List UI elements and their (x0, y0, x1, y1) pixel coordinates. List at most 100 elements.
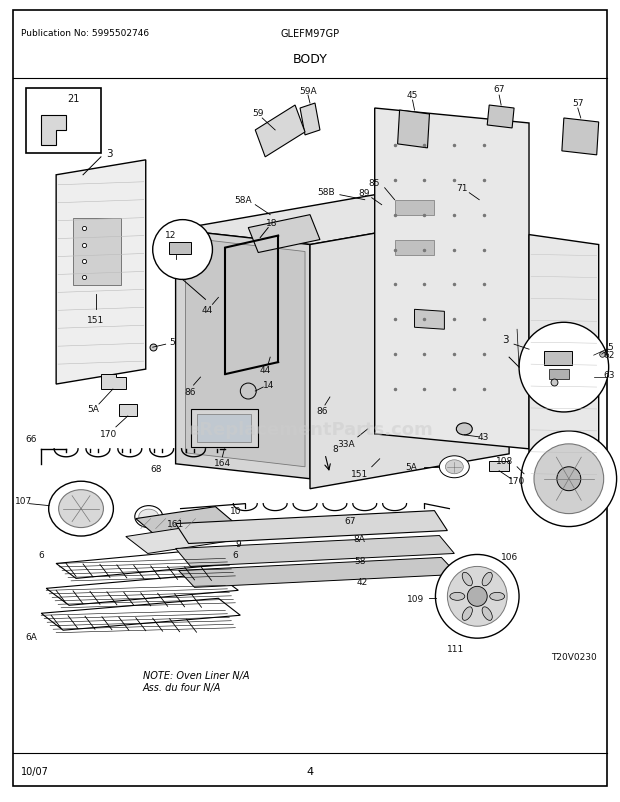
Text: 106: 106 (500, 553, 518, 561)
Text: 107: 107 (15, 496, 32, 505)
Bar (190, 410, 259, 448)
Ellipse shape (49, 482, 113, 537)
Text: 14: 14 (262, 380, 274, 389)
Text: 5: 5 (170, 338, 175, 346)
Polygon shape (397, 111, 430, 148)
Text: 3: 3 (106, 148, 113, 159)
Text: 44: 44 (260, 365, 271, 375)
Circle shape (534, 444, 604, 514)
Text: 5A: 5A (405, 463, 417, 472)
Text: 6: 6 (232, 550, 238, 559)
Text: 63: 63 (603, 371, 614, 379)
Text: 42: 42 (356, 577, 368, 586)
Text: 5A: 5A (87, 405, 99, 414)
Circle shape (435, 555, 519, 638)
Circle shape (519, 323, 609, 412)
Text: 8: 8 (332, 445, 338, 454)
Bar (197, 415, 251, 443)
Text: eReplacementParts.com: eReplacementParts.com (187, 420, 433, 439)
Text: 4: 4 (306, 766, 314, 776)
Polygon shape (46, 573, 238, 606)
Polygon shape (529, 235, 599, 499)
Text: 10: 10 (229, 507, 241, 516)
Bar (169, 242, 190, 254)
Text: 18: 18 (267, 219, 278, 228)
Ellipse shape (59, 490, 104, 528)
Text: 3: 3 (502, 334, 509, 345)
Text: 5: 5 (608, 342, 614, 351)
Circle shape (448, 567, 507, 626)
Text: 85: 85 (368, 179, 379, 188)
Polygon shape (248, 216, 320, 253)
Polygon shape (175, 196, 509, 245)
Text: T20V0230: T20V0230 (551, 652, 596, 661)
Circle shape (241, 383, 256, 399)
Ellipse shape (482, 607, 492, 621)
Ellipse shape (462, 573, 472, 586)
Text: Publication No: 5995502746: Publication No: 5995502746 (21, 29, 149, 38)
Text: 6A: 6A (25, 632, 37, 641)
Ellipse shape (139, 509, 159, 525)
Bar (73, 218, 121, 286)
Text: 89: 89 (358, 189, 370, 198)
Text: 108: 108 (496, 456, 513, 466)
Text: 57: 57 (572, 99, 583, 107)
Polygon shape (41, 115, 66, 146)
Text: 8A: 8A (354, 534, 366, 543)
Text: 111: 111 (447, 644, 464, 653)
Polygon shape (175, 230, 310, 479)
Text: 10/07: 10/07 (21, 766, 49, 776)
Text: 68: 68 (150, 464, 161, 474)
Bar (394, 241, 435, 255)
Text: 59A: 59A (299, 87, 317, 95)
Ellipse shape (135, 506, 162, 528)
Circle shape (557, 468, 581, 491)
Polygon shape (179, 557, 458, 588)
Text: NOTE: Oven Liner N/A
Ass. du four N/A: NOTE: Oven Liner N/A Ass. du four N/A (143, 670, 249, 692)
Text: 86: 86 (316, 407, 328, 416)
Text: 109: 109 (407, 594, 425, 603)
Circle shape (521, 431, 617, 527)
Text: 21: 21 (67, 94, 79, 104)
Ellipse shape (450, 593, 465, 601)
Text: 58A: 58A (234, 196, 252, 205)
Text: 58B: 58B (317, 188, 335, 197)
Polygon shape (136, 507, 236, 536)
Ellipse shape (490, 593, 505, 601)
Text: 164: 164 (214, 459, 231, 468)
Text: 6: 6 (38, 550, 44, 559)
Bar (549, 370, 569, 379)
Bar (26, 89, 101, 154)
Ellipse shape (456, 423, 472, 435)
Polygon shape (175, 511, 448, 544)
Polygon shape (56, 160, 146, 385)
Text: 44: 44 (202, 306, 213, 314)
Text: 59: 59 (252, 108, 264, 117)
Text: 45: 45 (407, 91, 419, 99)
Text: 12: 12 (165, 231, 176, 240)
Polygon shape (374, 109, 529, 449)
Text: 67: 67 (344, 516, 356, 525)
Polygon shape (41, 598, 241, 630)
Text: 170: 170 (100, 430, 118, 439)
Bar (394, 200, 435, 216)
Text: 151: 151 (87, 315, 105, 324)
Text: 66: 66 (25, 435, 37, 444)
Ellipse shape (445, 460, 463, 474)
Text: 58: 58 (354, 557, 366, 565)
Polygon shape (126, 524, 232, 553)
Text: 71: 71 (456, 184, 467, 193)
Circle shape (153, 221, 213, 280)
Bar (544, 352, 572, 366)
Polygon shape (175, 536, 454, 567)
Polygon shape (562, 119, 599, 156)
Polygon shape (101, 375, 126, 390)
Text: 43: 43 (477, 433, 489, 442)
Text: GLEFM97GP: GLEFM97GP (280, 29, 340, 39)
Polygon shape (185, 238, 305, 468)
Text: 161: 161 (167, 520, 184, 529)
Circle shape (467, 586, 487, 606)
Bar (489, 461, 509, 471)
Polygon shape (300, 104, 320, 136)
Polygon shape (310, 210, 509, 489)
